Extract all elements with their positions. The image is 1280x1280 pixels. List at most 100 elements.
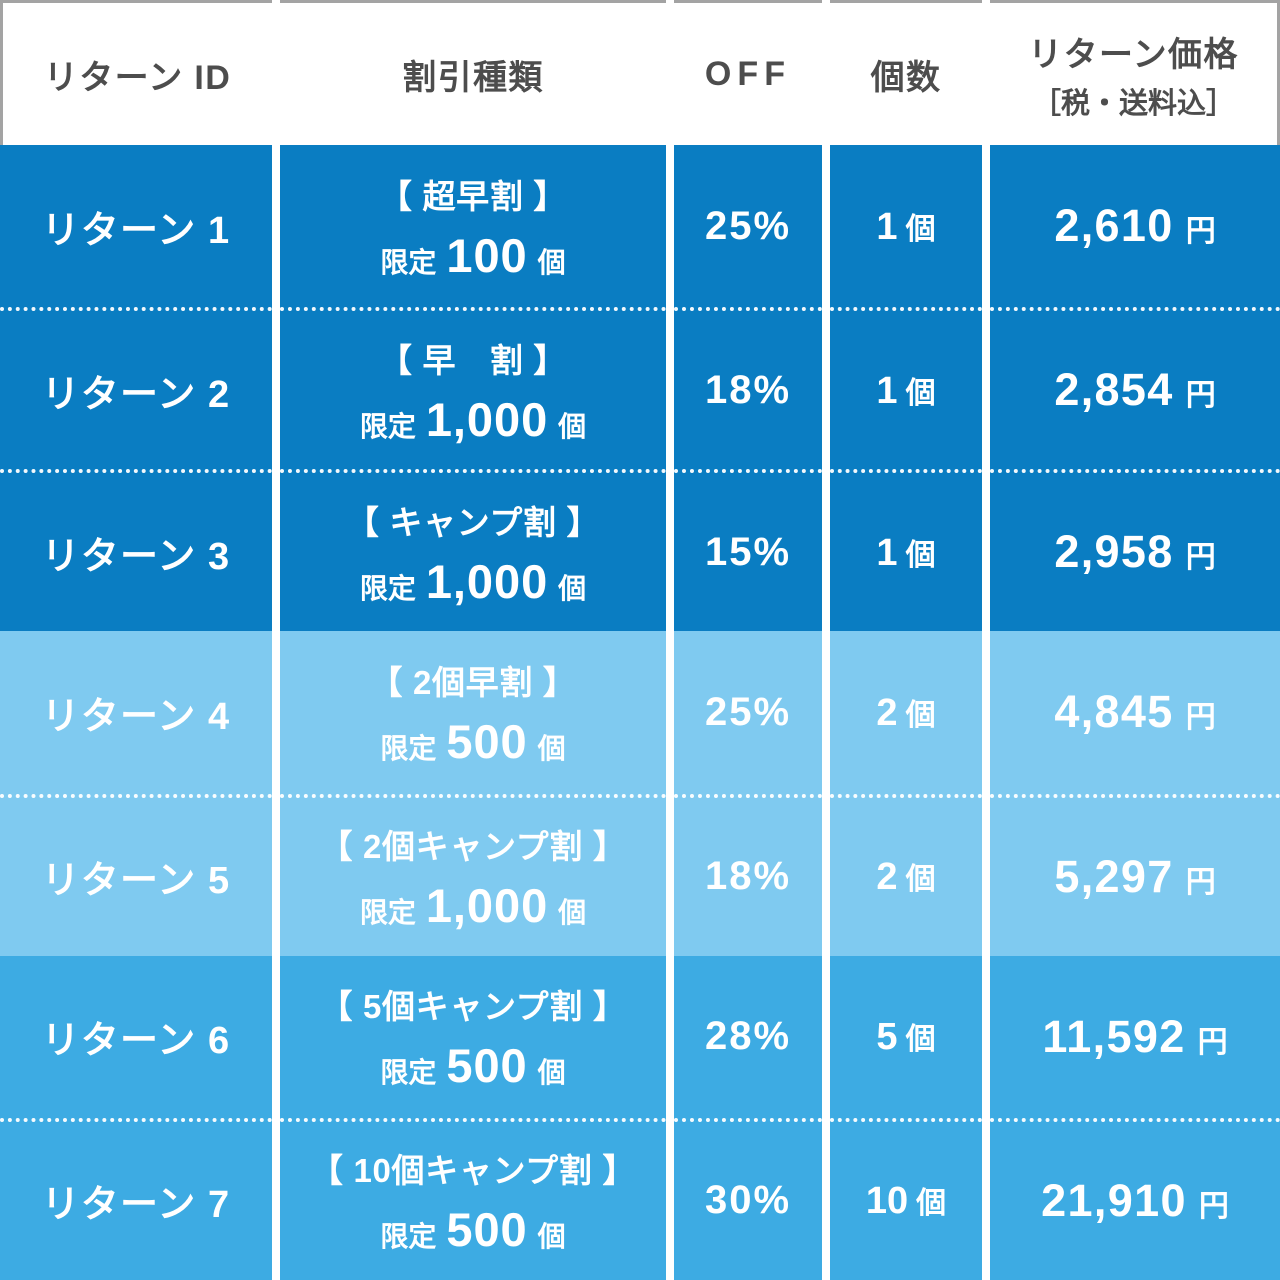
- quantity-value: 1: [876, 369, 898, 412]
- quantity-wrap: 1 個: [876, 368, 935, 413]
- off-value: 30%: [704, 1178, 792, 1223]
- limit-suffix: 個: [537, 1221, 566, 1253]
- quantity-wrap: 2 個: [876, 690, 935, 735]
- price-wrap: 2,854 円: [1054, 364, 1215, 416]
- return-id-cell: リターン 5: [0, 793, 272, 956]
- price-unit: 円: [1185, 701, 1216, 735]
- price-value: 5,297: [1054, 850, 1174, 902]
- quantity-value: 5: [876, 1016, 898, 1059]
- discount-limit: 限定 500 個: [380, 714, 565, 769]
- limit-prefix: 限定: [359, 572, 416, 604]
- price-cell: 2,610 円: [990, 145, 1280, 308]
- off-cell: 28%: [674, 955, 822, 1118]
- limit-count: 1,000: [425, 554, 549, 608]
- price-unit: 円: [1197, 1025, 1228, 1059]
- off-cell: 25%: [674, 145, 822, 308]
- quantity-cell: 10 個: [830, 1117, 982, 1280]
- price-cell: 11,592 円: [990, 955, 1280, 1118]
- off-value: 18%: [704, 854, 792, 899]
- limit-prefix: 限定: [380, 1221, 437, 1253]
- quantity-unit: 個: [905, 376, 936, 410]
- price-cell: 4,845 円: [990, 631, 1280, 794]
- discount-cell: 【 早 割 】 限定 1,000 個: [280, 307, 666, 470]
- price-unit: 円: [1185, 215, 1216, 249]
- price-wrap: 11,592 円: [1042, 1011, 1227, 1063]
- return-id-label: リターン 3: [41, 535, 231, 578]
- header-cell-discount-type: 割引種類: [280, 0, 666, 145]
- discount-limit: 限定 100 個: [380, 228, 565, 283]
- discount-limit: 限定 500 個: [380, 1202, 565, 1257]
- off-cell: 30%: [674, 1117, 822, 1280]
- quantity-value: 2: [876, 691, 898, 734]
- return-id-label: リターン 5: [41, 860, 231, 903]
- quantity-cell: 2 個: [830, 631, 982, 794]
- price-unit: 円: [1185, 865, 1216, 899]
- limit-suffix: 個: [558, 410, 587, 442]
- limit-suffix: 個: [558, 572, 587, 604]
- price-wrap: 5,297 円: [1054, 851, 1215, 903]
- quantity-cell: 2 個: [830, 793, 982, 956]
- discount-limit: 限定 1,000 個: [360, 554, 586, 609]
- quantity-wrap: 10 個: [866, 1178, 946, 1223]
- quantity-value: 1: [876, 531, 898, 574]
- limit-prefix: 限定: [380, 246, 437, 278]
- off-value: 25%: [704, 203, 792, 248]
- discount-title: 【 超早割 】: [379, 177, 567, 215]
- price-wrap: 4,845 円: [1054, 686, 1215, 738]
- limit-prefix: 限定: [380, 1057, 437, 1089]
- return-id-label: リターン 2: [41, 373, 231, 416]
- quantity-value: 10: [865, 1180, 909, 1223]
- header-cell-quantity: 個数: [830, 0, 982, 145]
- quantity-cell: 1 個: [830, 307, 982, 470]
- quantity-cell: 1 個: [830, 145, 982, 308]
- discount-cell: 【 2個早割 】 限定 500 個: [280, 631, 666, 794]
- return-id-label: リターン 6: [41, 1020, 231, 1063]
- discount-limit: 限定 500 個: [380, 1038, 565, 1093]
- limit-suffix: 個: [537, 732, 566, 764]
- limit-suffix: 個: [537, 246, 566, 278]
- header-label-price-line2: ［税・送料込］: [1031, 87, 1235, 120]
- header-cell-return-id: リターン ID: [0, 0, 272, 145]
- quantity-wrap: 1 個: [876, 204, 935, 249]
- price-unit: 円: [1185, 379, 1216, 413]
- header-label-off: OFF: [704, 54, 792, 93]
- return-id-cell: リターン 7: [0, 1117, 272, 1280]
- limit-count: 500: [446, 1203, 528, 1257]
- quantity-wrap: 2 個: [876, 854, 935, 899]
- quantity-unit: 個: [916, 1187, 947, 1221]
- off-cell: 18%: [674, 793, 822, 956]
- price-value: 4,845: [1054, 686, 1174, 738]
- price-value: 11,592: [1042, 1010, 1186, 1062]
- discount-title: 【 2個早割 】: [369, 663, 577, 701]
- limit-count: 100: [446, 228, 528, 282]
- discount-title: 【 早 割 】: [379, 341, 567, 379]
- price-unit: 円: [1198, 1189, 1229, 1223]
- price-cell: 2,854 円: [990, 307, 1280, 470]
- limit-count: 1,000: [425, 392, 549, 446]
- discount-cell: 【 キャンプ割 】 限定 1,000 個: [280, 469, 666, 632]
- price-cell: 5,297 円: [990, 793, 1280, 956]
- header-label-return-id: リターン ID: [43, 58, 232, 97]
- off-cell: 25%: [674, 631, 822, 794]
- limit-count: 1,000: [425, 879, 549, 933]
- off-cell: 18%: [674, 307, 822, 470]
- limit-prefix: 限定: [359, 897, 416, 929]
- price-value: 2,610: [1054, 200, 1174, 252]
- off-value: 25%: [704, 689, 792, 734]
- price-wrap: 21,910 円: [1041, 1175, 1229, 1227]
- quantity-unit: 個: [905, 212, 936, 246]
- discount-cell: 【 10個キャンプ割 】 限定 500 個: [280, 1117, 666, 1280]
- price-unit: 円: [1185, 541, 1216, 575]
- price-cell: 21,910 円: [990, 1117, 1280, 1280]
- off-value: 15%: [704, 529, 792, 574]
- discount-limit: 限定 1,000 個: [360, 878, 586, 933]
- quantity-wrap: 5 個: [876, 1014, 935, 1059]
- off-value: 28%: [704, 1014, 792, 1059]
- discount-cell: 【 超早割 】 限定 100 個: [280, 145, 666, 308]
- limit-count: 500: [446, 714, 528, 768]
- price-wrap: 2,610 円: [1054, 200, 1215, 252]
- discount-title: 【 2個キャンプ割 】: [319, 828, 627, 866]
- quantity-unit: 個: [905, 698, 936, 732]
- header-cell-price: リターン価格 ［税・送料込］: [990, 0, 1280, 145]
